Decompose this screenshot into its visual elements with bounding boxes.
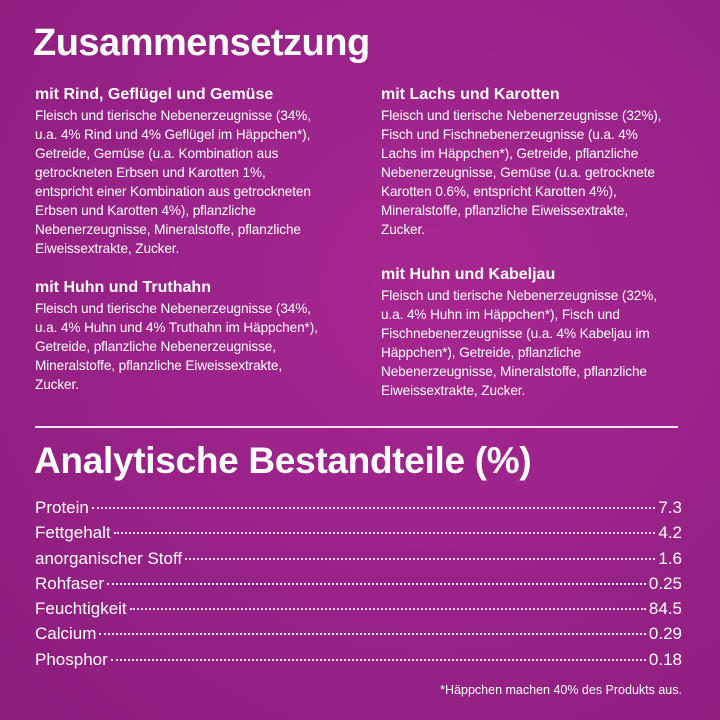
row-value: 84.5 (648, 599, 682, 619)
ingredients-line: u.a. 4% Rind und 4% Geflügel im Häppchen… (35, 127, 311, 142)
ingredients-line: Getreide, Gemüse (u.a. Kombination aus (35, 146, 279, 161)
row-label: Phosphor (35, 649, 108, 669)
row-value: 0.18 (648, 649, 682, 669)
dot-leader (110, 658, 646, 661)
analysis-row: Rohfaser 0.25 (35, 574, 682, 599)
row-label: Rohfaser (35, 573, 104, 593)
ingredients-line: Mineralstoffe, pflanzliche Eiweissextrak… (35, 358, 283, 373)
analysis-row: Calcium 0.29 (35, 624, 682, 649)
variant-block: mit Rind, Geflügel und Gemüse Fleisch und… (35, 86, 380, 258)
dot-leader (185, 557, 656, 560)
row-label: anorganischer Stoff (35, 548, 183, 568)
ingredients-line: Fleisch und tierische Nebenerzeugnisse (… (381, 288, 657, 303)
ingredients-line: Fleisch und tierische Nebenerzeugnisse (… (35, 301, 311, 316)
variant-block: mit Huhn und Kabeljau Fleisch und tierisc… (381, 266, 720, 400)
variant-heading: mit Lachs und Karotten (381, 86, 560, 103)
analysis-row: anorganischer Stoff 1.6 (35, 549, 682, 574)
row-label: Feuchtigkeit (35, 599, 127, 619)
row-label: Calcium (35, 624, 97, 644)
row-label: Protein (35, 498, 89, 517)
ingredients-line: Nebenerzeugnisse, Mineralstoffe, pflanzl… (381, 364, 647, 379)
ingredients-line: Fischnebenerzeugnisse (u.a. 4% Kabeljau … (381, 326, 650, 341)
ingredients-line: Erbsen und Karotten 4%), pflanzliche (35, 203, 256, 218)
analysis-title: Analytische Bestandteile (%) (34, 440, 532, 481)
composition-title: Zusammensetzung (33, 22, 370, 64)
ingredients-line: Zucker. (381, 222, 425, 237)
variant-heading: mit Rind, Geflügel und Gemüse (35, 86, 274, 103)
ingredients-line: Getreide, pflanzliche Nebenerzeugnisse, (35, 339, 276, 354)
analysis-row: Feuchtigkeit 84.5 (35, 599, 682, 624)
ingredients-line: Nebenerzeugnisse, Mineralstoffe, pflanzl… (35, 222, 301, 237)
ingredients-line: Lachs im Häppchen*), Getreide, pflanzlic… (381, 146, 639, 161)
variant-block: mit Huhn und Truthahn Fleisch und tierisc… (35, 279, 380, 394)
dot-leader (91, 507, 656, 509)
analysis-row: Fettgehalt 4.2 (35, 523, 682, 548)
ingredients-line: Karotten 0.6%, entspricht Karotten 4%), (381, 184, 617, 199)
ingredients-line: Fisch und Fischnebenerzeugnisse (u.a. 4% (381, 127, 638, 142)
dot-leader (113, 532, 656, 535)
dot-leader (106, 582, 646, 585)
footnote: *Häppchen machen 40% des Produkts aus. (440, 683, 682, 697)
row-value: 4.2 (658, 523, 682, 543)
ingredients-line: Fleisch und tierische Nebenerzeugnisse (… (381, 108, 662, 123)
variant-heading: mit Huhn und Truthahn (35, 279, 211, 296)
row-value: 0.25 (648, 573, 682, 593)
ingredients-line: u.a. 4% Huhn und 4% Truthahn im Häppchen… (35, 320, 318, 335)
ingredients-line: Zucker. (35, 377, 79, 392)
analysis-row: Phosphor 0.18 (35, 650, 682, 675)
dot-leader (99, 633, 646, 636)
analysis-row: Protein 7.3 (35, 498, 682, 523)
ingredients-line: Nebenerzeugnisse, Gemüse (u.a. getrockne… (381, 165, 655, 180)
section-divider (35, 426, 678, 428)
ingredients-line: Mineralstoffe, pflanzliche Eiweissextrak… (381, 203, 629, 218)
row-value: 1.6 (658, 548, 682, 568)
analysis-table: Protein 7.3 Fettgehalt 4.2 anorganischer Sto… (35, 498, 682, 675)
variant-heading: mit Huhn und Kabeljau (381, 266, 556, 283)
ingredients-line: Häppchen*), Getreide, pflanzliche (381, 345, 581, 360)
ingredients-line: entspricht einer Kombination aus getrock… (35, 184, 311, 199)
ingredients-line: Eiweissextrakte, Zucker. (35, 241, 180, 256)
ingredients-line: Eiweissextrakte, Zucker. (381, 383, 526, 398)
row-value: 7.3 (658, 498, 682, 517)
row-value: 0.29 (648, 624, 682, 644)
ingredients-line: u.a. 4% Huhn im Häppchen*), Fisch und (381, 307, 620, 322)
ingredients-line: Fleisch und tierische Nebenerzeugnisse (… (35, 108, 311, 123)
row-label: Fettgehalt (35, 523, 111, 543)
ingredients-line: getrockneten Erbsen und Karotten 1%, (35, 165, 266, 180)
dot-leader (129, 608, 646, 611)
variant-block: mit Lachs und Karotten Fleisch und tieris… (381, 86, 720, 239)
